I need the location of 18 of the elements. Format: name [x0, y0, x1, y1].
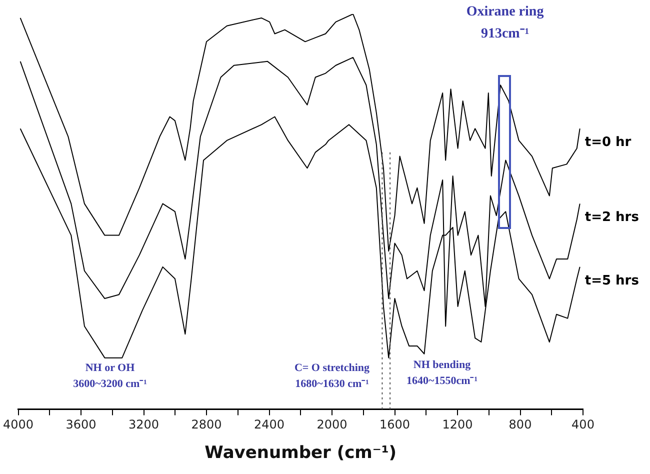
series-label: t=0 hr — [584, 134, 632, 150]
x-tick-label: 2400 — [254, 418, 285, 432]
x-tick-label: 400 — [572, 418, 594, 432]
x-tick-label: 2800 — [191, 418, 222, 432]
series-label: t=5 hrs — [584, 273, 640, 288]
annotation: C= O stretching 1680~1630 cm⁻¹ — [294, 362, 370, 390]
x-tick-label: 4000 — [2, 418, 34, 432]
annotation: NH bending 1640~1550cm⁻¹ — [406, 358, 478, 387]
x-tick-label: 3200 — [128, 418, 160, 432]
annotation: Oxirane ring 913cm⁻¹ — [466, 4, 544, 42]
x-tick-label: 2000 — [316, 418, 348, 432]
series-label: t=2 hrs — [584, 210, 640, 226]
x-axis-title: Wavenumber (cm⁻¹) — [204, 443, 397, 464]
x-tick-label: 3600 — [66, 418, 96, 432]
x-tick-label: 800 — [508, 418, 532, 432]
x-tick-label: 1600 — [379, 418, 410, 432]
annotation: NH or OH 3600~3200 cm⁻¹ — [73, 362, 147, 390]
x-tick-label: 1200 — [442, 418, 473, 432]
